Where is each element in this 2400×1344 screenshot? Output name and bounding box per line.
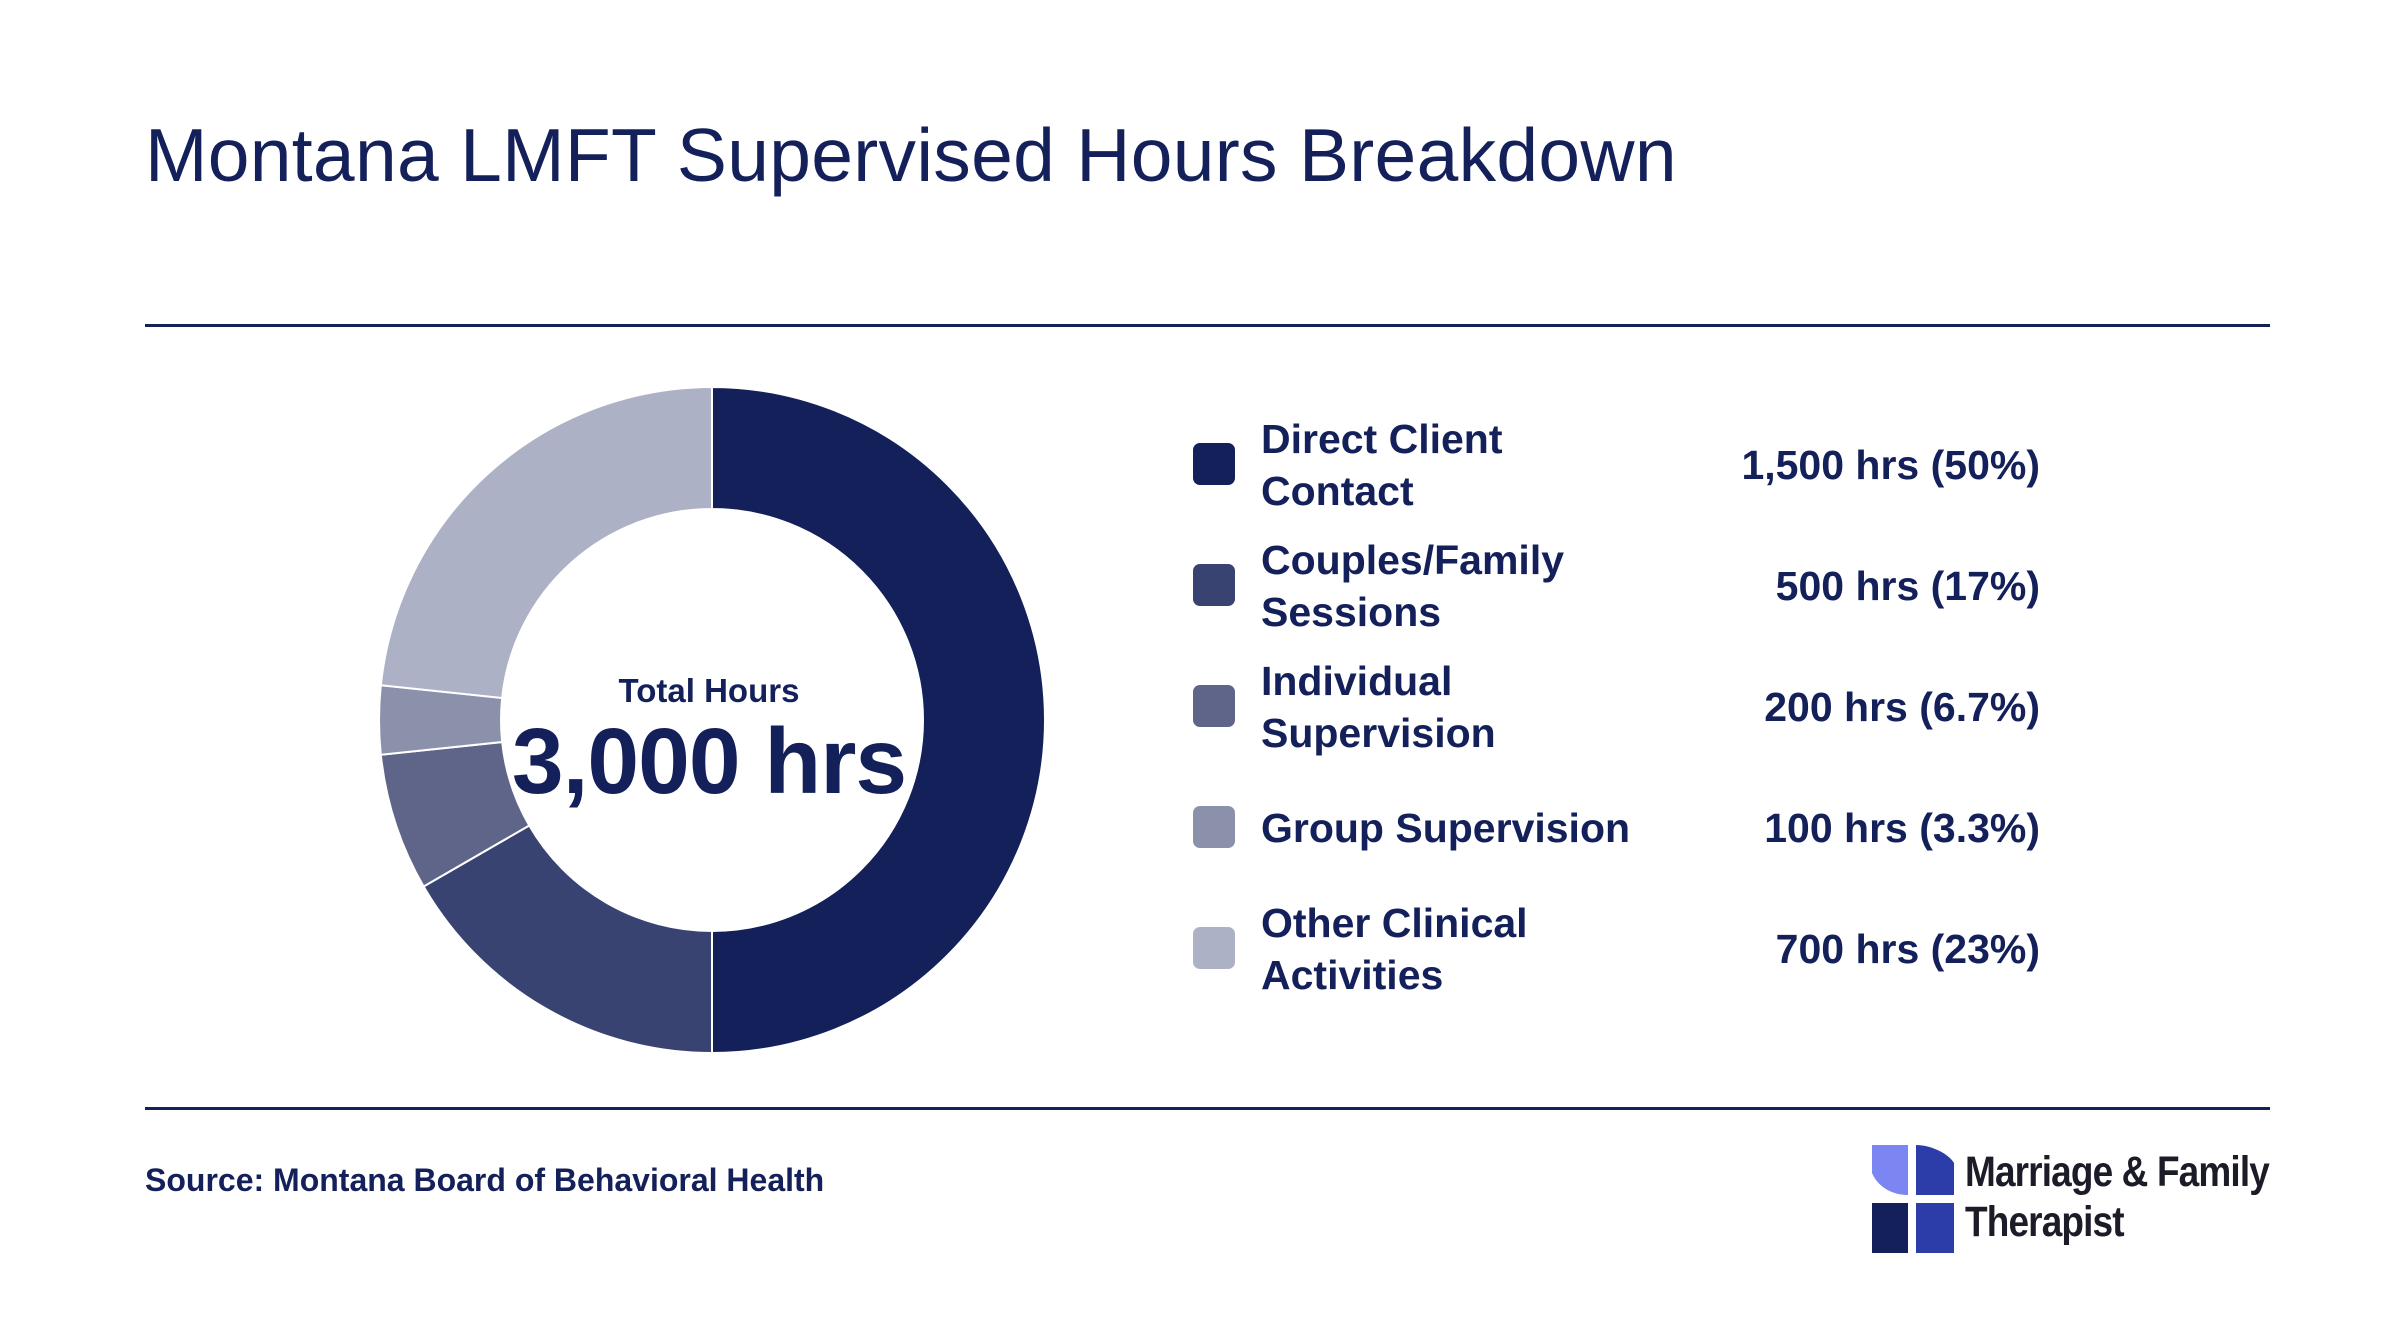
legend-swatch bbox=[1193, 685, 1235, 727]
legend-item-other-clinical-activities: Other Clinical Activities 700 hrs (23%) bbox=[1190, 889, 2040, 1010]
logo-piece-top-left bbox=[1872, 1145, 1908, 1195]
top-divider bbox=[145, 324, 2270, 327]
donut-center-total: 3,000 hrs bbox=[511, 709, 907, 813]
legend-value: 200 hrs (6.7%) bbox=[1764, 683, 2040, 730]
legend-value: 500 hrs (17%) bbox=[1775, 562, 2040, 609]
legend-value: 1,500 hrs (50%) bbox=[1741, 441, 2040, 488]
logo-piece-bottom-left bbox=[1872, 1203, 1908, 1253]
donut-slice-direct-client-contact bbox=[711, 385, 1046, 1055]
brand-name-line1: Marriage & Family bbox=[1965, 1148, 2270, 1196]
source-note: Source: Montana Board of Behavioral Heal… bbox=[145, 1162, 825, 1198]
logo-piece-top-right bbox=[1916, 1145, 1954, 1195]
legend-item-direct-client-contact: Direct Client Contact 1,500 hrs (50%) bbox=[1190, 405, 2040, 526]
legend-swatch bbox=[1193, 443, 1235, 485]
legend-item-group-supervision: Group Supervision 100 hrs (3.3%) bbox=[1190, 768, 2040, 889]
donut-center-caption: Total Hours bbox=[618, 672, 800, 709]
legend-swatch bbox=[1193, 806, 1235, 848]
legend-swatch bbox=[1193, 564, 1235, 606]
chart-legend: Direct Client Contact 1,500 hrs (50%) Co… bbox=[1190, 405, 2040, 1010]
donut-slice-other-clinical-activities bbox=[379, 385, 713, 700]
legend-item-couples-family-sessions: Couples/Family Sessions 500 hrs (17%) bbox=[1190, 526, 2040, 647]
legend-swatch bbox=[1193, 927, 1235, 969]
brand-name: Marriage & Family Therapist bbox=[1965, 1147, 2270, 1247]
chart-title: Montana LMFT Supervised Hours Breakdown bbox=[145, 113, 1677, 197]
legend-label: Direct Client Contact bbox=[1261, 416, 1503, 514]
bottom-divider bbox=[145, 1107, 2270, 1110]
legend-item-individual-supervision: Individual Supervision 200 hrs (6.7%) bbox=[1190, 647, 2040, 768]
puzzle-cross-logo-icon bbox=[1872, 1145, 1954, 1253]
logo-piece-bottom-right bbox=[1916, 1203, 1954, 1253]
legend-value: 100 hrs (3.3%) bbox=[1764, 804, 2040, 851]
donut-chart bbox=[378, 385, 1046, 1055]
brand-logo: Marriage & Family Therapist bbox=[1872, 1143, 2272, 1255]
brand-name-line2: Therapist bbox=[1965, 1198, 2125, 1246]
legend-label: Group Supervision bbox=[1261, 805, 1631, 851]
legend-value: 700 hrs (23%) bbox=[1775, 925, 2040, 972]
legend-label: Couples/Family Sessions bbox=[1261, 537, 1565, 635]
legend-label: Other Clinical Activities bbox=[1261, 900, 1528, 998]
legend-label: Individual Supervision bbox=[1261, 658, 1496, 756]
